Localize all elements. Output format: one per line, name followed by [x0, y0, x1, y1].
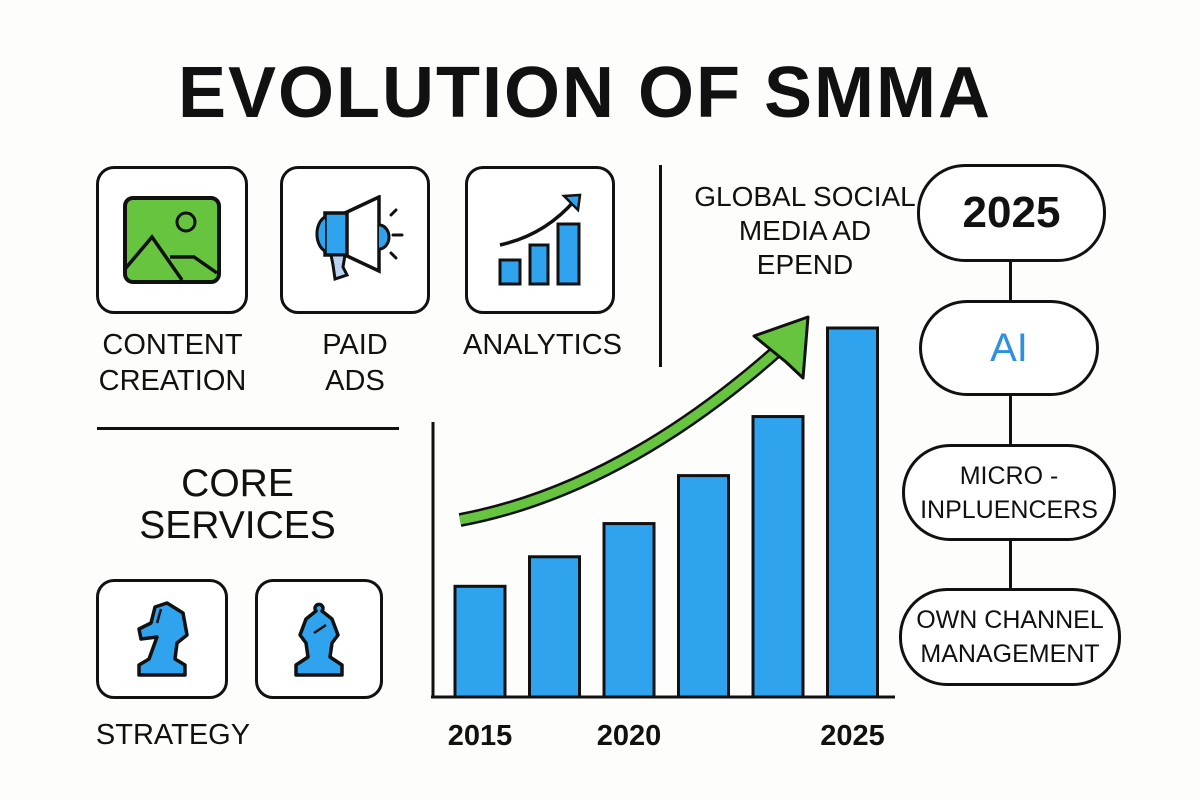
- timeline-item-own-channel-management: OWN CHANNEL MANAGEMENT: [899, 588, 1121, 686]
- timeline-item-micro-influencers: MICRO - INPLUENCERS: [902, 444, 1116, 541]
- x-tick-label: 2025: [820, 720, 885, 752]
- content-creation-card: [96, 166, 248, 314]
- spend-heading: GLOBAL SOCIAL MEDIA AD EPEND: [694, 181, 916, 280]
- service-label-content-creation: CONTENT CREATION: [98, 329, 247, 397]
- x-tick-label: 2020: [597, 720, 662, 752]
- chess-knight-icon: [137, 601, 189, 677]
- service-label-paid-ads: PAID ADS: [322, 329, 388, 397]
- timeline-connector: [1009, 260, 1012, 590]
- bar-4: [751, 415, 805, 699]
- bar-2: [602, 522, 656, 699]
- bar-0: [453, 584, 507, 699]
- chess-bishop-icon: [294, 602, 344, 677]
- bar-1: [528, 555, 581, 699]
- service-label-analytics: ANALYTICS: [462, 329, 622, 361]
- strategy-card-bishop: [255, 579, 383, 699]
- x-tick-label: 2015: [448, 720, 513, 752]
- strategy-label: STRATEGY: [95, 719, 251, 751]
- page-title: EVOLUTION OF SMMA: [178, 53, 992, 133]
- trend-arrow: [458, 315, 810, 527]
- horizontal-divider: [97, 427, 399, 430]
- timeline-year-pill: 2025: [917, 164, 1106, 262]
- strategy-card-knight: [96, 579, 228, 699]
- image-icon: [123, 196, 221, 284]
- core-services-heading: CORE SERVICES: [139, 462, 336, 547]
- analytics-card: [465, 166, 615, 314]
- paid-ads-card: [280, 166, 430, 314]
- timeline-item-ai: AI: [919, 300, 1099, 396]
- growth-chart-icon: [498, 193, 582, 286]
- megaphone-icon: [315, 195, 404, 281]
- bar-5: [826, 326, 879, 699]
- vertical-divider: [659, 165, 662, 367]
- bar-3: [677, 474, 730, 699]
